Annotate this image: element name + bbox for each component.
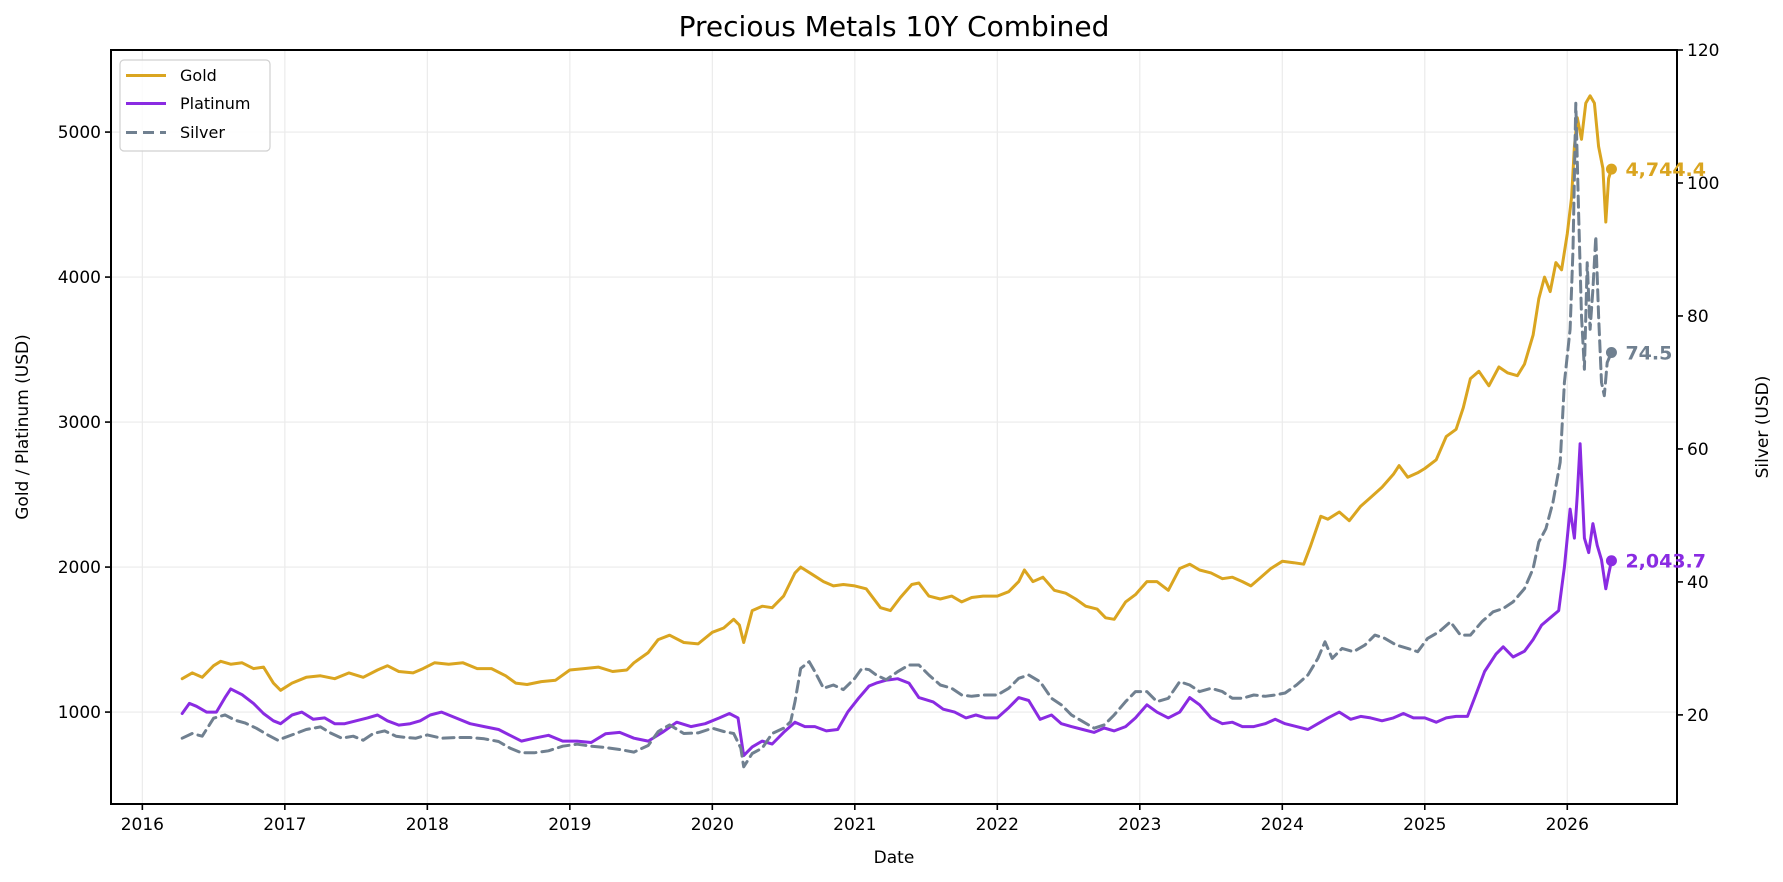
left-y-tick-label: 3000 <box>58 413 101 433</box>
left-y-axis-label: Gold / Platinum (USD) <box>13 334 33 520</box>
x-axis-label: Date <box>874 848 915 868</box>
x-tick-label: 2022 <box>976 815 1019 835</box>
x-tick-label: 2017 <box>263 815 306 835</box>
x-tick-label: 2021 <box>833 815 876 835</box>
left-y-axis: 1000 2000 3000 4000 5000 <box>58 123 111 723</box>
end-marker-platinum <box>1605 555 1617 567</box>
legend-box <box>119 59 271 152</box>
right-y-tick-label: 100 <box>1687 174 1719 194</box>
x-tick-label: 2018 <box>406 815 449 835</box>
x-tick-label: 2019 <box>548 815 591 835</box>
end-label-platinum: 2,043.7 <box>1625 551 1706 573</box>
series-line-platinum <box>180 442 1613 758</box>
x-axis: 2016 2017 2018 2019 2020 2021 2022 2023 2024 2025… <box>121 804 1589 835</box>
x-tick-label: 2025 <box>1403 815 1446 835</box>
right-y-tick-label: 60 <box>1687 440 1709 460</box>
right-y-tick-label: 80 <box>1687 307 1709 327</box>
left-y-tick-label: 4000 <box>58 268 101 288</box>
left-y-tick-label: 2000 <box>58 558 101 578</box>
end-label-silver: 74.5 <box>1625 343 1672 365</box>
end-labels: 4,744.4 2,043.7 74.5 <box>1605 159 1706 573</box>
right-y-tick-label: 120 <box>1687 41 1719 61</box>
x-tick-label: 2024 <box>1261 815 1304 835</box>
x-tick-label: 2026 <box>1546 815 1589 835</box>
end-marker-gold <box>1605 163 1617 175</box>
legend-label-silver: Silver <box>180 123 225 142</box>
chart-title: Precious Metals 10Y Combined <box>679 10 1110 43</box>
series-line-silver <box>180 101 1613 769</box>
plot-frame <box>110 49 1678 805</box>
left-y-tick-label: 5000 <box>58 123 101 143</box>
grid-layer <box>111 50 1677 804</box>
right-y-axis: 20 40 60 80 100 120 <box>1677 41 1719 726</box>
x-tick-label: 2016 <box>121 815 164 835</box>
series-layer <box>180 94 1613 769</box>
right-y-tick-label: 20 <box>1687 706 1709 726</box>
legend-label-gold: Gold <box>180 66 217 85</box>
end-marker-silver <box>1605 347 1617 359</box>
legend: Gold Platinum Silver <box>119 59 271 152</box>
left-y-tick-label: 1000 <box>58 703 101 723</box>
end-label-gold: 4,744.4 <box>1625 159 1706 181</box>
right-y-axis-label: Silver (USD) <box>1753 376 1773 479</box>
legend-label-platinum: Platinum <box>180 94 250 113</box>
x-tick-label: 2020 <box>691 815 734 835</box>
series-line-gold <box>180 94 1613 692</box>
x-tick-label: 2023 <box>1118 815 1161 835</box>
right-y-tick-label: 40 <box>1687 573 1709 593</box>
